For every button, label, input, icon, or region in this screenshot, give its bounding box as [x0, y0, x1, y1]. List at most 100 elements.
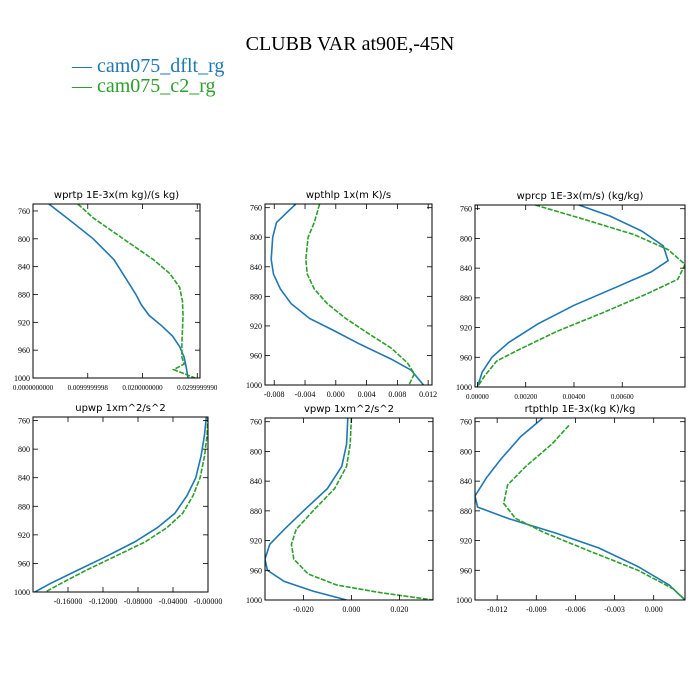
x-tick-label: -0.00000	[194, 597, 223, 606]
y-tick-label: 840	[18, 474, 30, 483]
x-tick-label: -0.08000	[124, 597, 153, 606]
y-tick-label: 920	[460, 537, 472, 546]
panel-title: rtpthlp 1E-3x(kg K)/kg	[525, 404, 636, 415]
series-dflt-line	[265, 418, 349, 600]
y-tick-label: 840	[460, 477, 472, 486]
panel-4: vpwp 1xm^2/s^2 760 800 840 880 920 960 1000 -0.0…	[246, 404, 434, 614]
plot-frame	[32, 416, 209, 593]
x-tick-label: 0.020	[390, 605, 408, 614]
y-tick-label: 840	[250, 263, 262, 272]
y-tick-label: 1000	[246, 596, 262, 605]
x-tick-label: -0.003	[604, 605, 625, 614]
legend-entry-c2: — cam075_c2_rg	[71, 75, 216, 97]
y-tick-label: 1000	[246, 381, 262, 390]
x-tick-label: -0.009	[526, 605, 547, 614]
panel-title: wprtp 1E-3x(m kg)/(s kg)	[54, 190, 179, 201]
y-tick-label: 800	[18, 235, 30, 244]
x-tick-label: 0.00600	[611, 393, 634, 401]
x-tick-label: 0.000	[342, 605, 360, 614]
y-tick-label: 920	[250, 537, 262, 546]
x-tick-label: -0.12000	[89, 597, 118, 606]
y-tick-label: 1000	[456, 596, 472, 605]
panel-3: upwp 1xm^2/s^2 760 800 840 880 920 960 1000 -0.1…	[14, 403, 222, 606]
y-tick-label: 920	[18, 318, 30, 327]
legend-entry-dflt: — cam075_dflt_rg	[71, 55, 224, 77]
panel-title: vpwp 1xm^2/s^2	[304, 404, 394, 415]
x-tick-label: 0.000	[327, 390, 345, 399]
y-tick-label: 1000	[14, 588, 30, 597]
x-tick-label: -0.006	[565, 605, 586, 614]
y-tick-label: 920	[18, 531, 30, 540]
x-tick-label: 0.00400	[563, 393, 586, 401]
x-tick-label: 0.00200	[514, 393, 537, 401]
y-tick-label: 760	[18, 207, 30, 216]
panel-1: wpthlp 1x(m K)/s7608008408809209601000-0…	[246, 190, 437, 399]
y-tick-label: 920	[460, 324, 472, 333]
plot-frame	[264, 417, 434, 601]
y-tick-label: 800	[460, 447, 472, 456]
panel-title: wpthlp 1x(m K)/s	[306, 190, 391, 201]
x-tick-label: 0.0200000000	[122, 384, 163, 392]
panel-title: wprcp 1E-3x(m/s) (kg/kg)	[517, 191, 644, 202]
x-tick-label: 0.00000	[466, 393, 489, 401]
series-c2-line	[77, 204, 196, 378]
y-tick-label: 880	[250, 507, 262, 516]
x-tick-label: 0.0299999990	[177, 384, 218, 392]
y-tick-label: 880	[460, 294, 472, 303]
series-dflt-line	[34, 417, 208, 592]
plot-frame	[474, 204, 686, 388]
x-tick-label: 0.008	[388, 390, 406, 399]
y-tick-label: 760	[460, 418, 472, 427]
x-tick-label: 0.004	[358, 390, 376, 399]
y-tick-label: 960	[250, 566, 262, 575]
series-c2-line	[290, 418, 433, 600]
y-tick-label: 960	[18, 346, 30, 355]
y-tick-label: 840	[18, 263, 30, 272]
y-tick-label: 880	[18, 502, 30, 511]
x-tick-label: -0.008	[264, 390, 285, 399]
series-c2-line	[502, 424, 685, 600]
panel-2: wprcp 1E-3x(m/s) (kg/kg) 760 800 840 880 920 9…	[456, 191, 686, 401]
y-tick-label: 800	[460, 234, 472, 243]
series-c2-line	[304, 204, 416, 385]
series-dflt-line	[475, 418, 685, 600]
y-tick-label: 760	[250, 418, 262, 427]
series-c2-line	[476, 205, 685, 387]
panel-title: upwp 1xm^2/s^2	[75, 403, 165, 414]
x-tick-label: 0.000	[645, 605, 663, 614]
y-tick-label: 960	[18, 559, 30, 568]
x-tick-label: 0.0099999998	[68, 384, 109, 392]
plot-frame	[32, 203, 201, 379]
series-dflt-line	[476, 205, 670, 387]
x-tick-label: -0.16000	[54, 597, 83, 606]
y-tick-label: 1000	[14, 374, 30, 383]
panel-0: wprtp 1E-3x(m kg)/(s kg) 760 800 840 880 920 9…	[13, 190, 218, 392]
y-tick-label: 960	[460, 566, 472, 575]
panel-5: rtpthlp 1E-3x(kg K)/kg 760 800 840 880 920 960…	[456, 404, 686, 614]
x-tick-label: 0.012	[419, 390, 437, 399]
y-tick-label: 880	[18, 290, 30, 299]
legend: — cam075_dflt_rg — cam075_c2_rg	[71, 55, 224, 97]
figure-title: CLUBB VAR at90E,-45N	[246, 33, 455, 55]
x-tick-label: 0.0000000000	[13, 384, 54, 392]
x-tick-label: -0.004	[295, 390, 316, 399]
x-tick-label: -0.04000	[159, 597, 188, 606]
plot-frame	[264, 203, 433, 386]
y-tick-label: 960	[250, 351, 262, 360]
y-tick-label: 1000	[456, 383, 472, 392]
y-tick-label: 760	[250, 204, 262, 213]
series-c2-line	[44, 417, 208, 592]
x-tick-label: -0.012	[487, 605, 508, 614]
y-tick-label: 760	[18, 417, 30, 426]
y-tick-label: 760	[460, 205, 472, 214]
y-tick-label: 840	[250, 477, 262, 486]
y-tick-label: 960	[460, 353, 472, 362]
series-dflt-line	[270, 204, 425, 385]
series-dflt-line	[48, 204, 189, 378]
y-tick-label: 880	[250, 292, 262, 301]
y-tick-label: 840	[460, 264, 472, 273]
y-tick-label: 800	[18, 445, 30, 454]
y-tick-label: 800	[250, 447, 262, 456]
x-tick-label: -0.020	[293, 605, 314, 614]
